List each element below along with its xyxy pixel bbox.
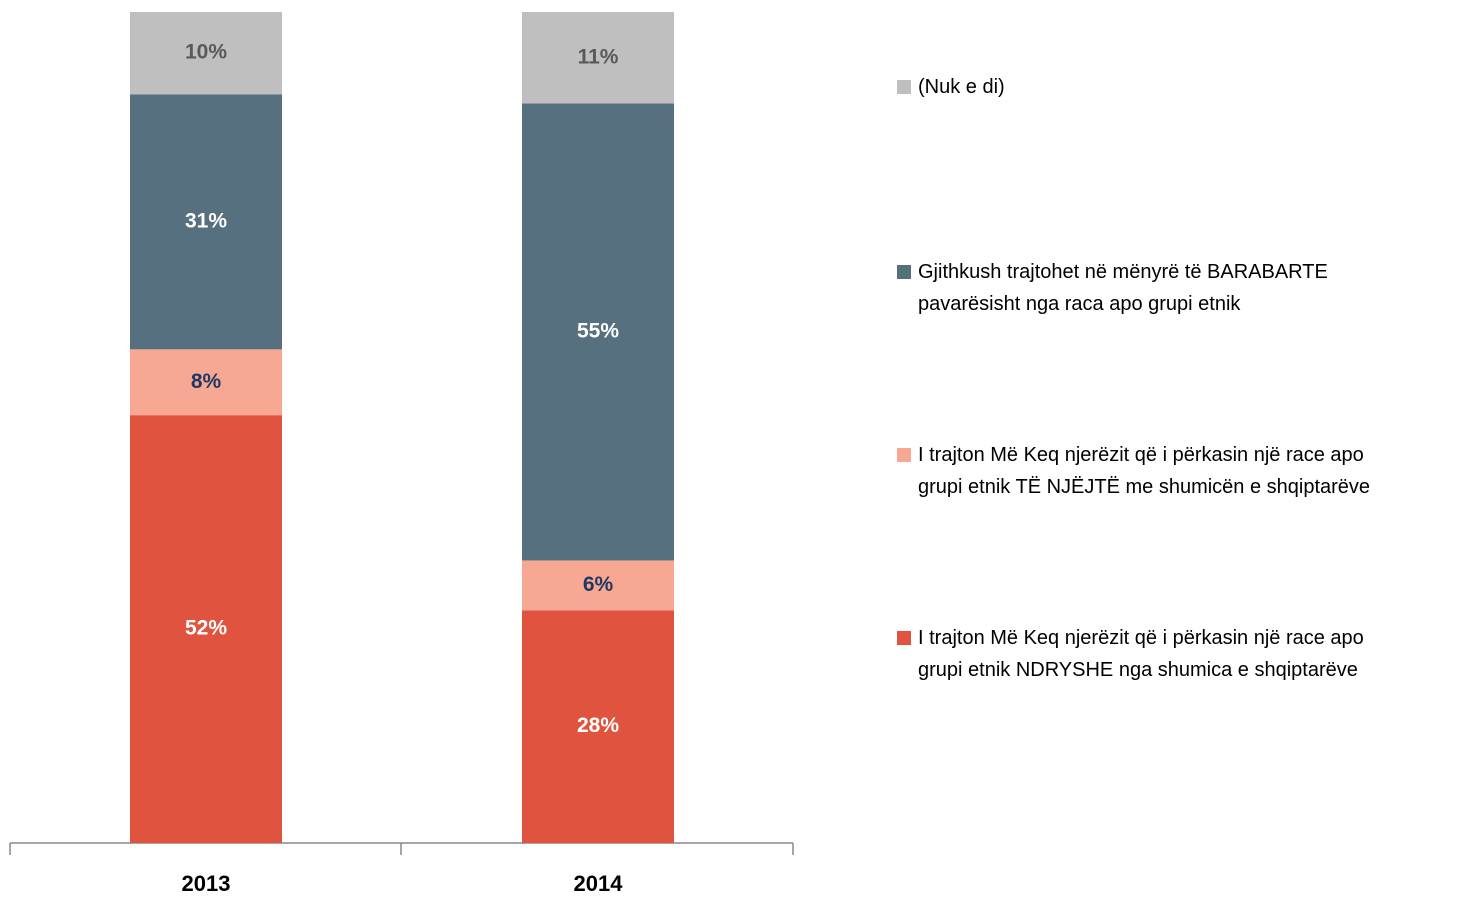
data-label: 28% (577, 714, 619, 737)
data-label: 31% (185, 209, 227, 232)
legend-label: I trajton Më Keq njerëzit që i përkasin … (918, 627, 1364, 681)
legend-swatch (897, 631, 911, 645)
bar-segment (522, 12, 674, 104)
x-tick-label: 2013 (182, 871, 231, 896)
legend-item: (Nuk e di) (897, 71, 1005, 103)
data-label: 10% (185, 41, 227, 64)
legend-swatch (897, 265, 911, 279)
data-label: 8% (191, 370, 222, 393)
data-label: 52% (185, 617, 227, 640)
legend-item: I trajton Më Keq njerëzit që i përkasin … (897, 622, 1364, 686)
bar-segment (522, 610, 674, 843)
legend-swatch (897, 448, 911, 462)
bar-segment (522, 560, 674, 611)
bar-segment (522, 103, 674, 561)
legend-item: Gjithkush trajtohet në mënyrë të BARABAR… (897, 256, 1328, 320)
legend-item: I trajton Më Keq njerëzit që i përkasin … (897, 439, 1370, 503)
x-tick-label: 2014 (574, 871, 624, 896)
bar-segment (130, 415, 282, 843)
bar-segment (130, 12, 282, 95)
bar-segment (130, 94, 282, 350)
bar-segment (130, 349, 282, 416)
legend-label: (Nuk e di) (918, 76, 1005, 98)
legend-swatch (897, 80, 911, 94)
legend-label: Gjithkush trajtohet në mënyrë të BARABAR… (918, 261, 1328, 315)
legend-label: I trajton Më Keq njerëzit që i përkasin … (918, 444, 1371, 498)
data-label: 6% (583, 573, 614, 596)
data-label: 11% (578, 45, 619, 68)
data-label: 55% (577, 319, 619, 342)
